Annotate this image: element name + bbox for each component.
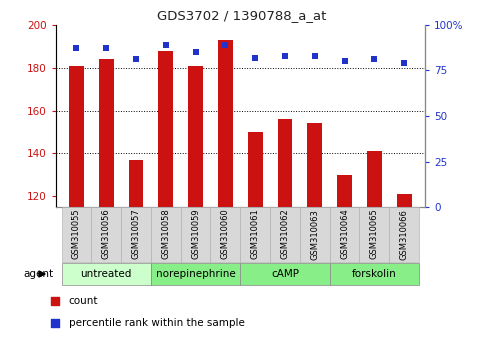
Bar bbox=[61, 263, 151, 285]
Bar bbox=[307, 124, 322, 207]
Point bbox=[281, 53, 289, 59]
Text: GSM310061: GSM310061 bbox=[251, 209, 260, 259]
Bar bbox=[121, 207, 151, 262]
Text: GSM310065: GSM310065 bbox=[370, 209, 379, 259]
Text: count: count bbox=[69, 296, 98, 307]
Point bbox=[162, 42, 170, 48]
Text: GSM310060: GSM310060 bbox=[221, 209, 230, 259]
Text: GSM310063: GSM310063 bbox=[310, 209, 319, 259]
Bar bbox=[300, 207, 330, 262]
Text: cAMP: cAMP bbox=[271, 269, 299, 279]
Point bbox=[400, 60, 408, 66]
Bar bbox=[248, 132, 263, 207]
Bar bbox=[181, 207, 211, 262]
Bar bbox=[99, 59, 114, 207]
Bar bbox=[151, 207, 181, 262]
Point bbox=[222, 42, 229, 48]
Point bbox=[251, 55, 259, 61]
Bar bbox=[367, 151, 382, 207]
Text: GSM310066: GSM310066 bbox=[399, 209, 409, 259]
Text: GSM310062: GSM310062 bbox=[281, 209, 289, 259]
Bar bbox=[69, 65, 84, 207]
Point bbox=[311, 53, 319, 59]
Bar bbox=[151, 263, 241, 285]
Bar bbox=[278, 119, 292, 207]
Text: GSM310059: GSM310059 bbox=[191, 209, 200, 259]
Bar bbox=[241, 207, 270, 262]
Bar bbox=[211, 207, 241, 262]
Bar bbox=[91, 207, 121, 262]
Text: norepinephrine: norepinephrine bbox=[156, 269, 236, 279]
Bar bbox=[359, 207, 389, 262]
Bar bbox=[128, 160, 143, 207]
Text: GSM310056: GSM310056 bbox=[102, 209, 111, 259]
Point bbox=[192, 49, 199, 55]
Bar bbox=[337, 175, 352, 207]
Text: forskolin: forskolin bbox=[352, 269, 397, 279]
Point bbox=[52, 320, 59, 326]
Bar bbox=[270, 207, 300, 262]
Text: GSM310058: GSM310058 bbox=[161, 209, 170, 259]
Bar bbox=[397, 194, 412, 207]
Text: GDS3702 / 1390788_a_at: GDS3702 / 1390788_a_at bbox=[157, 9, 326, 22]
Text: GSM310057: GSM310057 bbox=[131, 209, 141, 259]
Point bbox=[52, 299, 59, 304]
Point bbox=[132, 57, 140, 62]
Text: GSM310064: GSM310064 bbox=[340, 209, 349, 259]
Point bbox=[72, 46, 80, 51]
Text: agent: agent bbox=[23, 269, 53, 279]
Bar bbox=[188, 65, 203, 207]
Bar bbox=[330, 207, 359, 262]
Point bbox=[370, 57, 378, 62]
Point bbox=[102, 46, 110, 51]
Text: percentile rank within the sample: percentile rank within the sample bbox=[69, 318, 244, 328]
Text: GSM310055: GSM310055 bbox=[72, 209, 81, 259]
Bar bbox=[389, 207, 419, 262]
Text: untreated: untreated bbox=[81, 269, 132, 279]
Bar bbox=[158, 51, 173, 207]
Bar bbox=[330, 263, 419, 285]
Point bbox=[341, 58, 348, 64]
Bar bbox=[218, 40, 233, 207]
Bar bbox=[61, 207, 91, 262]
Bar bbox=[241, 263, 330, 285]
